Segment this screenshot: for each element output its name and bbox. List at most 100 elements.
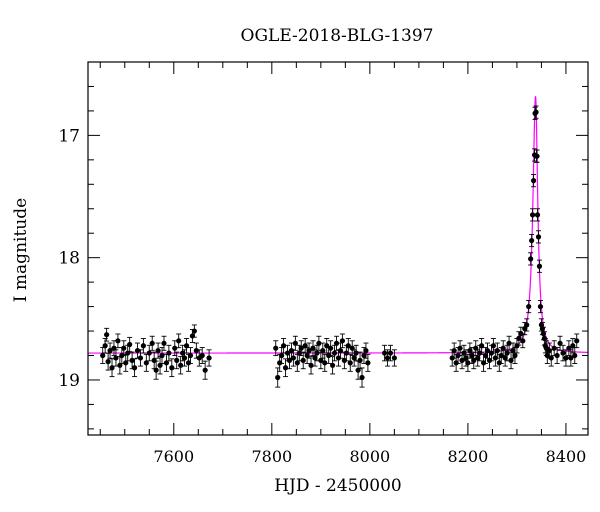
plot-frame — [87, 61, 589, 436]
data-point — [107, 342, 113, 359]
point-marker — [467, 348, 473, 354]
point-marker — [496, 360, 502, 366]
point-marker — [384, 355, 391, 361]
data-point — [322, 353, 328, 372]
point-marker — [512, 352, 518, 359]
point-marker — [482, 352, 489, 359]
y-axis-label: I magnitude — [11, 198, 31, 302]
data-point — [100, 347, 106, 364]
data-point — [113, 349, 119, 367]
y-tick-label: 19 — [58, 371, 80, 391]
point-marker — [504, 350, 510, 356]
point-marker — [131, 365, 138, 371]
point-marker — [102, 343, 108, 349]
point-marker — [140, 343, 146, 349]
point-marker — [123, 360, 129, 366]
data-point — [471, 351, 477, 370]
point-marker — [100, 352, 106, 359]
point-marker — [298, 345, 304, 351]
point-marker — [330, 362, 336, 368]
point-marker — [324, 343, 330, 349]
point-marker — [275, 374, 281, 381]
data-point — [560, 344, 566, 362]
point-marker — [345, 343, 351, 349]
point-marker — [151, 357, 157, 363]
data-point — [494, 342, 500, 359]
data-point — [121, 340, 127, 357]
point-marker — [520, 338, 526, 344]
point-marker — [533, 109, 539, 115]
data-point — [306, 342, 312, 359]
point-marker — [161, 340, 167, 346]
point-marker — [479, 343, 485, 349]
model-curve — [88, 96, 588, 354]
point-marker — [529, 237, 535, 244]
data-point — [534, 149, 540, 163]
point-marker — [391, 355, 397, 361]
point-marker — [510, 348, 516, 354]
point-marker — [137, 355, 144, 361]
point-marker — [300, 357, 306, 363]
data-point — [115, 333, 121, 349]
point-marker — [465, 360, 471, 366]
data-point — [127, 336, 133, 353]
data-point — [528, 252, 534, 266]
point-marker — [457, 345, 463, 351]
x-tick-label: 7600 — [153, 447, 194, 466]
point-marker — [202, 367, 208, 373]
point-marker — [308, 362, 314, 368]
point-marker — [282, 365, 289, 371]
data-point — [166, 344, 172, 362]
point-marker — [113, 355, 119, 361]
data-point — [391, 349, 397, 367]
point-marker — [490, 343, 496, 349]
data-points-group — [100, 105, 580, 388]
point-marker — [288, 348, 295, 354]
x-tick-label: 8400 — [546, 447, 587, 466]
point-marker — [322, 360, 328, 366]
data-point — [104, 327, 110, 342]
data-point — [134, 342, 141, 359]
point-marker — [109, 365, 115, 371]
point-marker — [191, 328, 197, 334]
point-marker — [277, 360, 283, 366]
data-point — [155, 342, 161, 359]
data-point — [318, 351, 324, 370]
point-marker — [273, 345, 279, 351]
point-marker — [127, 341, 133, 348]
data-point — [183, 338, 190, 354]
point-marker — [480, 360, 487, 366]
x-tick-label: 8200 — [448, 447, 489, 466]
data-point — [524, 318, 530, 332]
data-point — [537, 300, 544, 314]
data-point — [345, 338, 351, 354]
point-marker — [105, 359, 111, 365]
data-point — [153, 360, 159, 380]
data-point — [187, 347, 194, 364]
point-marker — [535, 234, 542, 240]
point-marker — [314, 350, 320, 356]
point-marker — [337, 348, 344, 354]
point-marker — [363, 348, 369, 354]
point-marker — [199, 352, 205, 359]
point-marker — [172, 345, 178, 351]
point-marker — [502, 355, 508, 361]
data-point — [163, 353, 170, 372]
data-point — [206, 349, 212, 367]
data-point — [143, 353, 149, 372]
data-point — [202, 360, 208, 380]
point-marker — [534, 153, 540, 159]
data-point — [169, 358, 175, 378]
data-point — [178, 356, 184, 375]
point-marker — [353, 350, 359, 356]
data-point — [536, 259, 543, 273]
data-point — [292, 335, 298, 351]
data-point — [308, 356, 314, 375]
point-marker — [206, 355, 212, 361]
data-point — [330, 356, 336, 375]
point-marker — [530, 178, 537, 184]
point-marker — [149, 340, 155, 346]
data-point — [105, 352, 111, 371]
point-marker — [163, 360, 170, 366]
